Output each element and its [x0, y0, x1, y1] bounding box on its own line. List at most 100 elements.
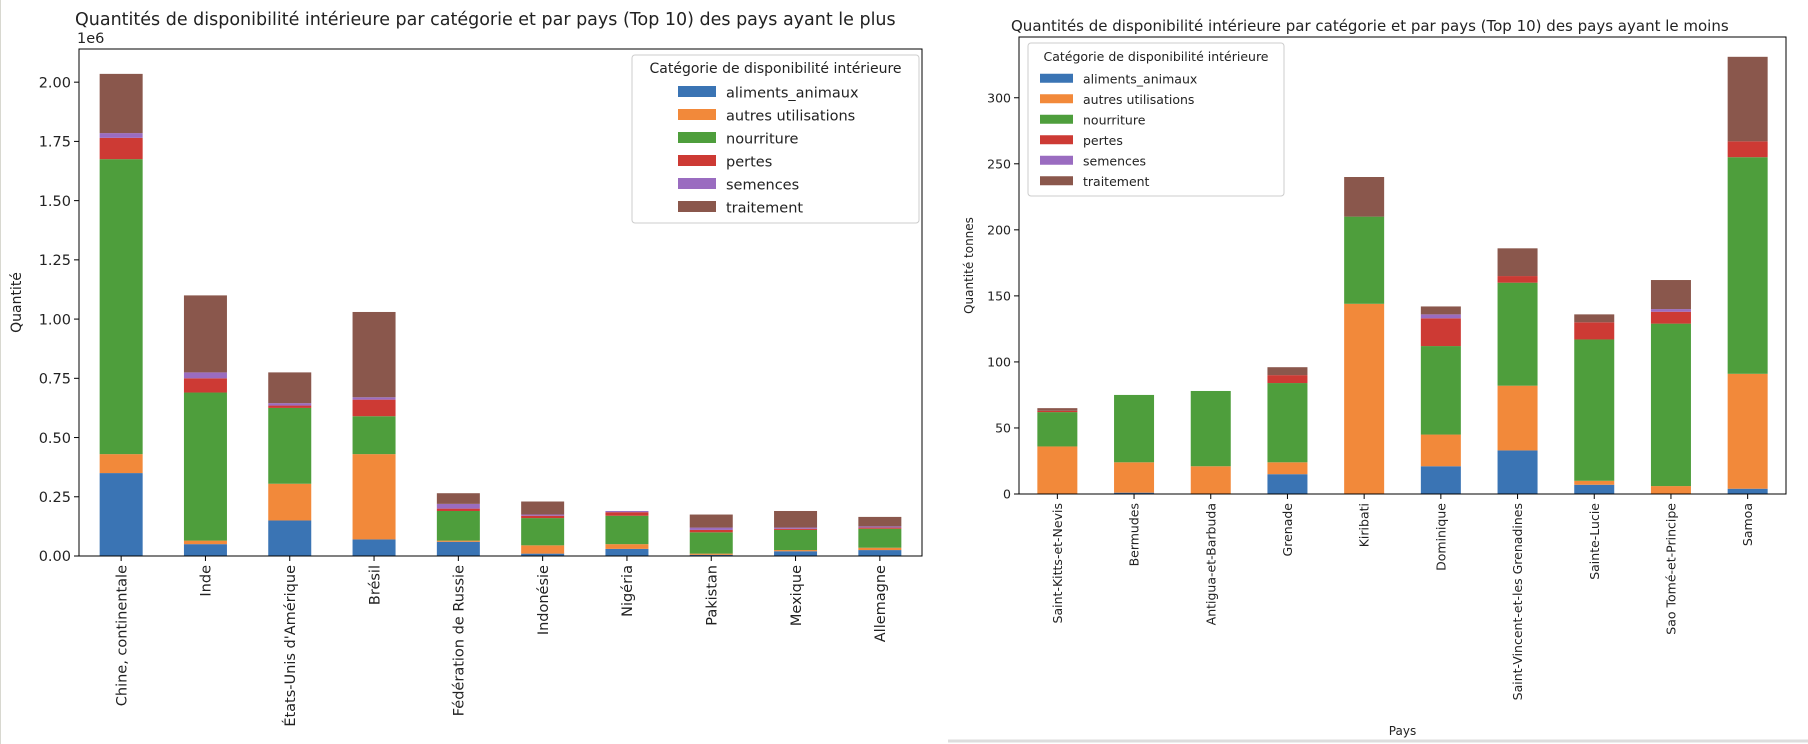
legend-item-label: autres utilisations [1083, 92, 1194, 107]
y-tick-label: 0.00 [39, 549, 71, 565]
legend-item-label: pertes [1083, 133, 1123, 148]
bar-segment [521, 515, 565, 519]
bar-segment [1344, 303, 1385, 494]
legend-item-label: semences [726, 178, 799, 194]
bar-segment [1650, 311, 1691, 324]
bar-segment [1037, 446, 1078, 494]
x-tick-label: Saint-Vincent-et-les Grenadines [1510, 503, 1525, 700]
bar-segment [1650, 323, 1691, 487]
bar-segment [1267, 462, 1308, 475]
legend-swatch [1040, 114, 1073, 124]
legend-swatch [678, 155, 716, 166]
bar-segment [1574, 339, 1615, 481]
bar-segment [521, 545, 565, 554]
bar-segment [436, 503, 480, 509]
bar-segment [605, 544, 649, 549]
bar-segment [521, 514, 565, 516]
y-axis-label: Quantité tonnes [962, 217, 976, 314]
legend-swatch [678, 132, 716, 143]
x-tick-label: Sao Tomé-et-Principe [1663, 503, 1678, 635]
bar-segment [352, 397, 396, 400]
bar-segment [1497, 282, 1538, 386]
legend-item-label: nourriture [726, 132, 798, 148]
bar-segment [605, 548, 649, 556]
plot-frame [1018, 36, 1787, 495]
chart-title: Quantités de disponibilité intérieure pa… [1011, 17, 1729, 35]
x-axis: Chine, continentale Inde États-Unis d'Amér… [114, 556, 889, 727]
y-tick-label: 250 [987, 156, 1011, 171]
bar-segment [352, 416, 396, 455]
y-tick-label: 150 [987, 288, 1011, 303]
legend: Catégorie de disponibilité intérieure ali… [1027, 42, 1285, 197]
bar-segment [268, 483, 312, 521]
legend-item-label: aliments_animaux [726, 86, 859, 102]
bar-segment [1037, 412, 1078, 447]
bar-segment [1497, 276, 1538, 283]
bar-segment [1114, 462, 1155, 493]
bar-segment [689, 514, 733, 528]
y-tick-label: 300 [987, 90, 1011, 105]
bar-segment [858, 547, 902, 551]
bar-segment [268, 520, 312, 556]
bar-segment [774, 551, 818, 556]
bar-segment [183, 295, 227, 373]
bar-segment [1037, 408, 1078, 411]
legend-item-label: aliments_animaux [1083, 72, 1197, 87]
chart-title: Quantités de disponibilité intérieure pa… [75, 10, 896, 30]
bar-segment [99, 137, 143, 160]
x-tick-label: Dominique [1433, 503, 1448, 571]
y-tick-label: 1.25 [39, 253, 71, 269]
legend-swatch [1040, 176, 1073, 186]
y-tick-label: 0 [1003, 487, 1011, 502]
bar-segment [1420, 346, 1461, 435]
x-tick-label: Inde [199, 565, 215, 597]
legend-item-label: pertes [726, 155, 772, 171]
legend-item-label: autres utilisations [726, 109, 855, 125]
bar-segment [1344, 216, 1385, 304]
bar-segment [1420, 306, 1461, 315]
bar-segment [183, 540, 227, 545]
bar-segment [689, 527, 733, 530]
x-tick-label: Saint-Kitts-et-Nevis [1050, 503, 1065, 623]
x-tick-label: États-Unis d'Amérique [282, 565, 299, 727]
y-tick-label: 50 [995, 420, 1011, 435]
bar-segment [689, 553, 733, 555]
legend-swatch [678, 109, 716, 120]
x-tick-label: Pakistan [704, 565, 720, 626]
bar-segment [1727, 488, 1768, 494]
legend-swatch [1040, 94, 1073, 104]
bar-segment [858, 526, 902, 528]
bar-segment [689, 529, 733, 533]
y-offset-label: 1e6 [77, 31, 104, 47]
legend-swatch [1040, 155, 1073, 165]
bar-segment [1727, 141, 1768, 158]
bars [1037, 56, 1768, 494]
bar-segment [774, 510, 818, 528]
bar-segment [1650, 280, 1691, 310]
bar-segment [99, 159, 143, 455]
bar-segment [1497, 385, 1538, 451]
legend-item-label: traitement [1083, 174, 1150, 189]
x-tick-label: Antigua-et-Barbuda [1203, 503, 1218, 625]
bar-segment [1574, 322, 1615, 340]
bar-segment [183, 378, 227, 393]
bar-segment [1420, 466, 1461, 494]
chart-2: Quantités de disponibilité intérieure pa… [962, 17, 1787, 738]
bar-segment [352, 539, 396, 556]
bar-segment [1727, 157, 1768, 374]
bar-segment [268, 407, 312, 484]
y-tick-label: 0.25 [39, 490, 71, 506]
y-tick-label: 200 [987, 222, 1011, 237]
bar-segment [1190, 390, 1231, 467]
y-axis: 0 50 100 150 200 250 300 [987, 90, 1019, 502]
x-tick-label: Allemagne [873, 565, 889, 642]
bar-segment [1574, 480, 1615, 485]
bar-segment [1727, 373, 1768, 489]
plot-frame [78, 48, 923, 557]
bar-segment [858, 550, 902, 556]
bar-segment [521, 553, 565, 556]
x-tick-label: Indonésie [536, 565, 552, 635]
y-tick-label: 1.00 [39, 312, 71, 328]
bar-segment [858, 528, 902, 548]
y-tick-label: 2.00 [39, 75, 71, 91]
